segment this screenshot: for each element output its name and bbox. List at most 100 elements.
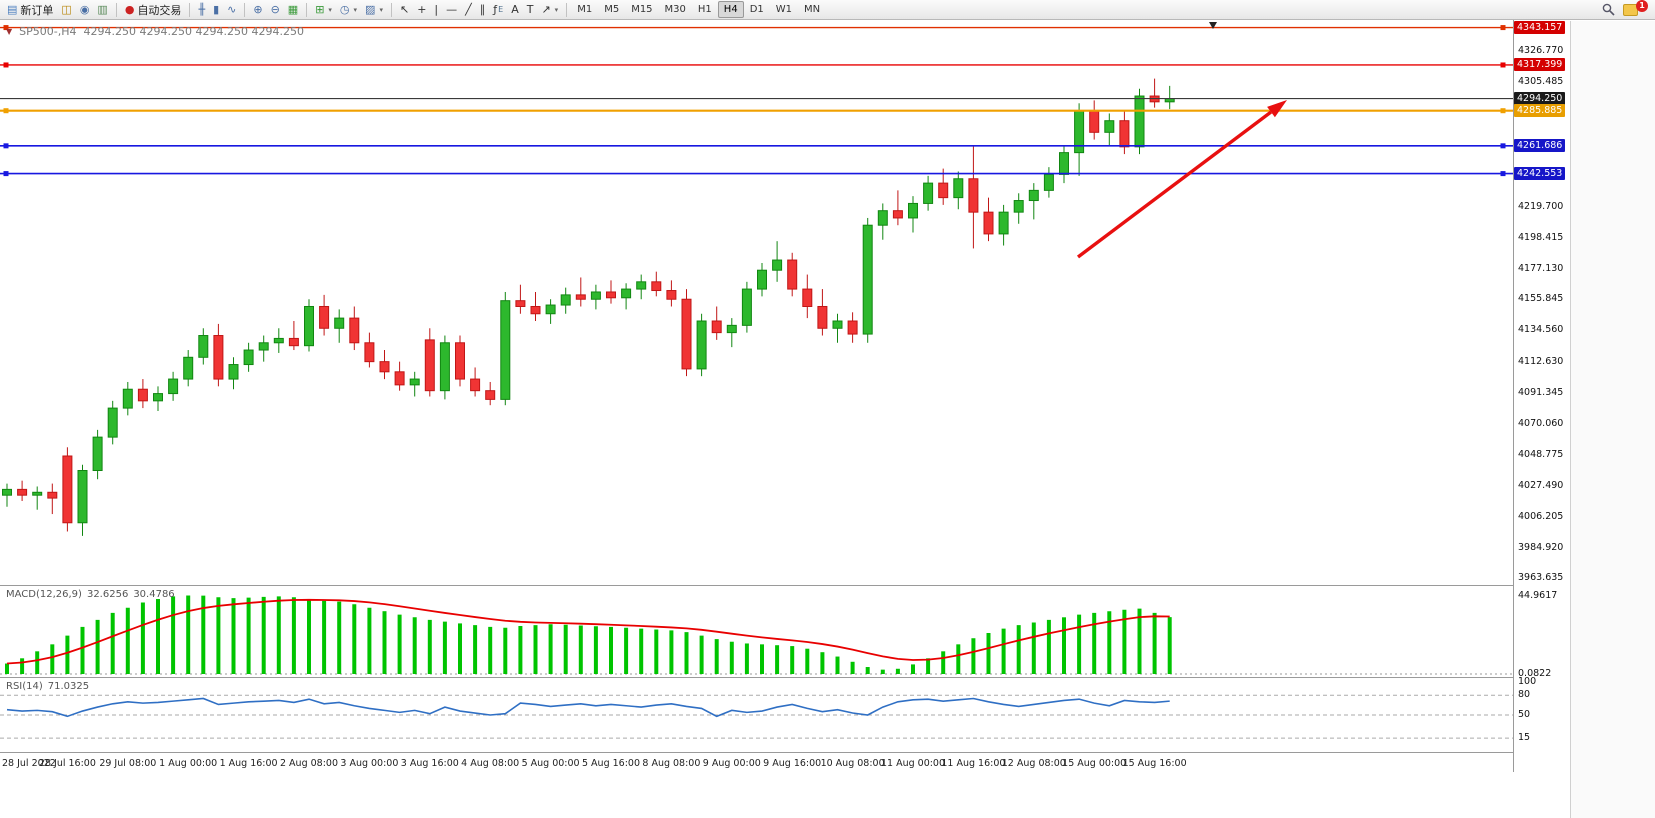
symbol-period-label: SP500-,H4 <box>19 25 77 38</box>
templates-button[interactable]: ▨ ▾ <box>361 1 387 19</box>
timeframe-d1-button[interactable]: D1 <box>749 4 764 15</box>
line-handle[interactable] <box>3 25 9 31</box>
timeframe-m1-button[interactable]: M1 <box>577 4 593 15</box>
auto-trading-label: 自动交易 <box>137 3 182 17</box>
trendline-button[interactable]: ╱ <box>461 1 476 19</box>
rsi-pane[interactable]: RSI(14) 71.0325 <box>0 678 1513 752</box>
candle-body <box>334 317 345 329</box>
symbol-expander-icon[interactable]: ▼ <box>6 27 13 36</box>
crosshair-button[interactable]: + <box>413 1 430 19</box>
timeframe-w1-button[interactable]: W1 <box>775 4 792 15</box>
fibonacci-icon: ƒ <box>493 3 498 16</box>
candle-body <box>1028 189 1039 202</box>
price-tick: 4155.845 <box>1518 293 1564 305</box>
candlestick-icon: ▮ <box>213 3 220 16</box>
price-axis[interactable]: 4326.770 4305.485 4219.700 4198.415 4177.130… <box>1513 20 1569 772</box>
candle-body <box>711 320 722 334</box>
time-label: 15 Aug 16:00 <box>1122 758 1187 769</box>
line-handle[interactable] <box>3 171 9 177</box>
add-indicator-icon: ⊞ <box>315 3 325 16</box>
candle-body <box>364 342 375 363</box>
candles-chart-button[interactable]: ▮ <box>209 1 223 19</box>
trend-arrow[interactable] <box>1076 110 1273 259</box>
auto-trading-button[interactable]: ● 自动交易 <box>121 1 186 19</box>
periods-button[interactable]: ◷ ▾ <box>336 1 361 19</box>
new-order-label: 新订单 <box>20 3 54 17</box>
timeframe-h1-button[interactable]: H1 <box>697 4 712 15</box>
vertical-line-button[interactable]: | <box>430 1 442 19</box>
line-handle[interactable] <box>3 143 9 149</box>
channel-button[interactable]: ∥ <box>476 1 490 19</box>
line-handle[interactable] <box>1500 25 1506 31</box>
cursor-icon: ↖ <box>399 3 410 16</box>
macd-pane[interactable]: MACD(12,26,9) 32.6256 30.4786 <box>0 586 1513 677</box>
pane-separator[interactable] <box>0 677 1569 678</box>
pane-separator[interactable] <box>0 585 1569 586</box>
trendline-icon: ╱ <box>465 3 472 16</box>
price-tick: 4177.130 <box>1518 262 1564 274</box>
candle-body <box>500 300 511 400</box>
tick-chart-button[interactable]: ◉ <box>76 1 94 19</box>
price-tick: 4198.415 <box>1518 231 1564 243</box>
candle-body <box>319 305 330 329</box>
label-button[interactable]: T <box>523 1 538 19</box>
depth-of-market-button[interactable]: ▥ <box>93 1 111 19</box>
price-badge-4242.553: 4242.553 <box>1514 167 1566 181</box>
crosshair-icon: + <box>417 3 427 16</box>
macd-chart[interactable] <box>0 586 1513 677</box>
search-button[interactable] <box>1598 1 1619 19</box>
time-label: 15 Aug 00:00 <box>1062 758 1127 769</box>
tile-grid-button[interactable]: ▦ <box>284 1 302 19</box>
notifications-button[interactable]: 1 <box>1619 0 1652 19</box>
candle-body <box>394 371 405 386</box>
time-axis[interactable]: 28 Jul 2022 28 Jul 16:00 29 Jul 08:00 1 Aug… <box>0 753 1513 772</box>
candle-body <box>439 342 450 392</box>
toolbar-separator <box>390 2 392 17</box>
template-icon: ▨ <box>365 3 376 16</box>
zoom-in-button[interactable]: ⊕ <box>249 1 266 19</box>
candle-body <box>47 491 58 499</box>
line-handle[interactable] <box>3 108 9 114</box>
line-handle[interactable] <box>1500 143 1506 149</box>
rsi-chart[interactable] <box>0 678 1513 752</box>
timeframe-m30-button[interactable]: M30 <box>664 4 686 15</box>
candle-body <box>726 324 737 334</box>
depth-of-market-icon: ▥ <box>97 3 108 16</box>
new-order-button[interactable]: ▤ 新订单 <box>3 1 57 19</box>
timeframe-m5-button[interactable]: M5 <box>604 4 620 15</box>
text-button[interactable]: A <box>507 1 523 19</box>
line-handle[interactable] <box>3 62 9 68</box>
horizontal-line-button[interactable]: — <box>442 1 461 19</box>
candle-body <box>832 320 843 329</box>
timeframe-m15-button[interactable]: M15 <box>631 4 653 15</box>
arrows-button[interactable]: ↗ ▾ <box>537 1 562 19</box>
candle-body <box>470 378 481 392</box>
tick-chart-icon: ◉ <box>79 3 90 16</box>
price-tick: 4027.490 <box>1518 479 1564 491</box>
indicators-button[interactable]: ⊞ ▾ <box>311 1 336 19</box>
candle-body <box>107 407 118 438</box>
bars-chart-button[interactable]: ╫ <box>194 1 209 19</box>
pane-separator[interactable] <box>0 752 1569 753</box>
timeframe-mn-button[interactable]: MN <box>804 4 821 15</box>
timeframe-h4-button[interactable]: H4 <box>717 1 744 18</box>
zoom-out-button[interactable]: ⊖ <box>267 1 284 19</box>
line-chart-button[interactable]: ∿ <box>223 1 240 19</box>
price-chart-pane[interactable]: ▼ SP500-,H4 4294.250 4294.250 4294.250 4… <box>0 20 1513 585</box>
candlestick-chart[interactable] <box>0 20 1513 585</box>
price-badge-4261.686: 4261.686 <box>1514 139 1566 153</box>
charts-toolbar-button[interactable]: ◫ <box>57 1 75 19</box>
candle-body <box>877 210 888 226</box>
candle-body <box>651 281 662 292</box>
line-handle[interactable] <box>1500 171 1506 177</box>
line-handle[interactable] <box>1500 62 1506 68</box>
candle-body <box>802 288 813 307</box>
trend-arrow-head <box>1267 100 1287 118</box>
cursor-button[interactable]: ↖ <box>396 1 413 19</box>
notification-badge: 1 <box>1636 0 1648 12</box>
time-label: 5 Aug 16:00 <box>581 758 641 769</box>
candle-body <box>892 210 903 219</box>
line-handle[interactable] <box>1500 108 1506 114</box>
auto-trading-icon: ● <box>124 3 135 16</box>
